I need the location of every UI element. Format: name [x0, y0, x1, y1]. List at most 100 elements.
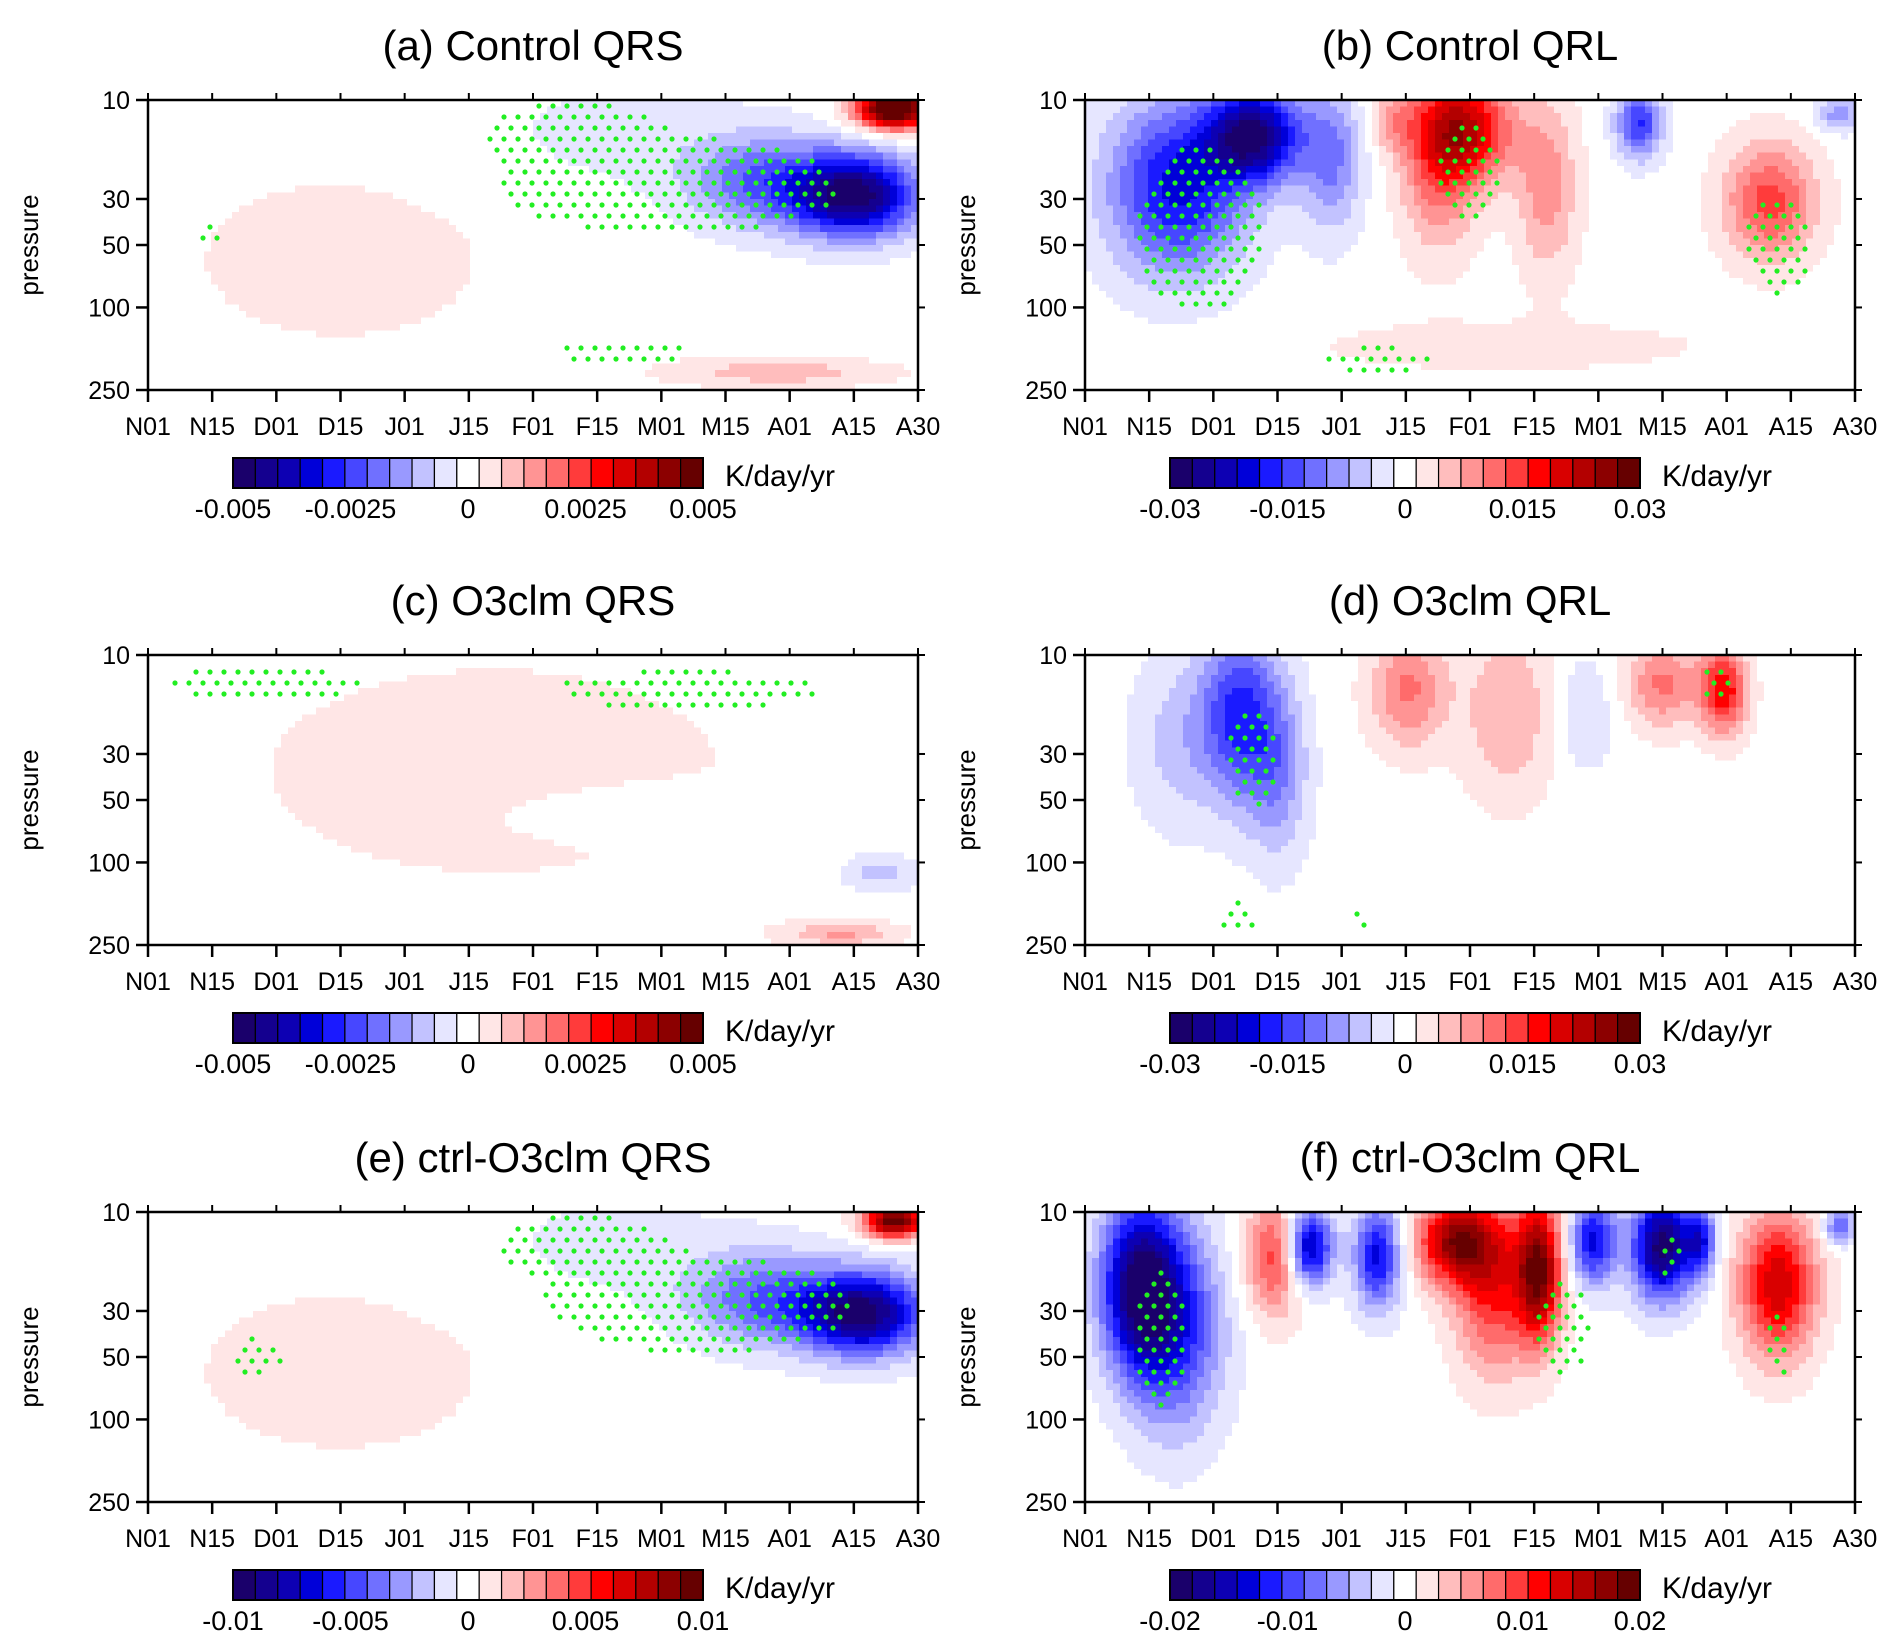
field-cell	[575, 383, 583, 391]
field-cell	[750, 139, 758, 147]
field-cell	[729, 337, 737, 345]
field-cell	[911, 119, 919, 127]
field-cell	[862, 192, 870, 200]
field-cell	[302, 165, 310, 174]
field-cell	[911, 310, 919, 319]
field-cell	[155, 271, 163, 279]
field-cell	[561, 251, 569, 259]
field-cell	[743, 317, 751, 325]
field-cell	[337, 225, 345, 233]
field-cell	[407, 258, 415, 266]
field-cell	[344, 284, 352, 292]
field-cell	[512, 231, 520, 240]
field-cell	[225, 310, 233, 319]
field-cell	[603, 324, 611, 332]
field-cell	[827, 231, 835, 240]
field-cell	[260, 258, 268, 266]
field-cell	[449, 277, 457, 286]
field-cell	[351, 370, 359, 378]
field-cell	[729, 119, 737, 127]
field-cell	[715, 284, 723, 292]
field-cell	[589, 376, 597, 385]
field-cell	[309, 212, 317, 220]
field-cell	[603, 172, 611, 180]
field-cell	[442, 172, 450, 180]
field-cell	[694, 350, 702, 358]
field-cell	[855, 139, 863, 147]
field-cell	[505, 337, 513, 345]
field-cell	[820, 310, 828, 319]
field-cell	[610, 277, 618, 286]
field-cell	[701, 291, 709, 299]
field-cell	[372, 205, 380, 213]
field-cell	[372, 370, 380, 378]
field-cell	[477, 238, 485, 246]
field-cell	[827, 132, 835, 141]
field-cell	[673, 370, 681, 378]
field-cell	[589, 165, 597, 174]
field-cell	[519, 245, 527, 253]
field-cell	[316, 284, 324, 292]
field-cell	[771, 165, 779, 174]
field-cell	[750, 106, 758, 114]
field-cell	[673, 152, 681, 160]
field-cell	[799, 317, 807, 325]
field-cell	[883, 119, 891, 127]
field-cell	[295, 172, 303, 180]
field-cell	[533, 258, 541, 266]
field-cell	[911, 291, 919, 299]
field-cell	[785, 152, 793, 160]
field-cell	[897, 310, 905, 319]
field-cell	[505, 330, 513, 338]
field-cell	[827, 264, 835, 272]
field-cell	[176, 343, 184, 352]
field-cell	[785, 317, 793, 325]
field-cell	[533, 139, 541, 147]
field-cell	[883, 212, 891, 220]
field-cell	[736, 126, 744, 134]
field-cell	[841, 370, 849, 378]
field-cell	[302, 205, 310, 213]
stipple-dot	[487, 136, 493, 142]
field-cell	[358, 106, 366, 114]
field-cell	[715, 165, 723, 174]
field-cell	[820, 251, 828, 259]
field-cell	[162, 258, 170, 266]
field-cell	[169, 343, 177, 352]
field-cell	[477, 205, 485, 213]
field-cell	[666, 297, 674, 305]
field-cell	[162, 119, 170, 127]
field-cell	[582, 304, 590, 312]
field-cell	[274, 179, 282, 187]
field-cell	[568, 284, 576, 292]
field-cell	[288, 264, 296, 272]
field-cell	[169, 218, 177, 226]
field-cell	[820, 238, 828, 246]
field-cell	[498, 317, 506, 325]
field-cell	[890, 297, 898, 305]
field-cell	[876, 284, 884, 292]
field-cell	[890, 330, 898, 338]
field-cell	[890, 264, 898, 272]
field-cell	[456, 297, 464, 305]
field-cell	[421, 297, 429, 305]
field-cell	[834, 231, 842, 240]
field-cell	[309, 357, 317, 365]
field-cell	[722, 192, 730, 200]
field-cell	[694, 132, 702, 141]
field-cell	[456, 317, 464, 325]
field-cell	[638, 231, 646, 240]
field-cell	[645, 383, 653, 391]
field-cell	[197, 337, 205, 345]
field-cell	[729, 245, 737, 253]
field-cell	[274, 113, 282, 121]
field-cell	[701, 106, 709, 114]
field-cell	[183, 383, 191, 391]
field-cell	[673, 139, 681, 147]
field-cell	[323, 100, 331, 108]
field-cell	[757, 205, 765, 213]
field-cell	[253, 291, 261, 299]
field-cell	[540, 357, 548, 365]
field-cell	[288, 192, 296, 200]
field-cell	[148, 258, 156, 266]
